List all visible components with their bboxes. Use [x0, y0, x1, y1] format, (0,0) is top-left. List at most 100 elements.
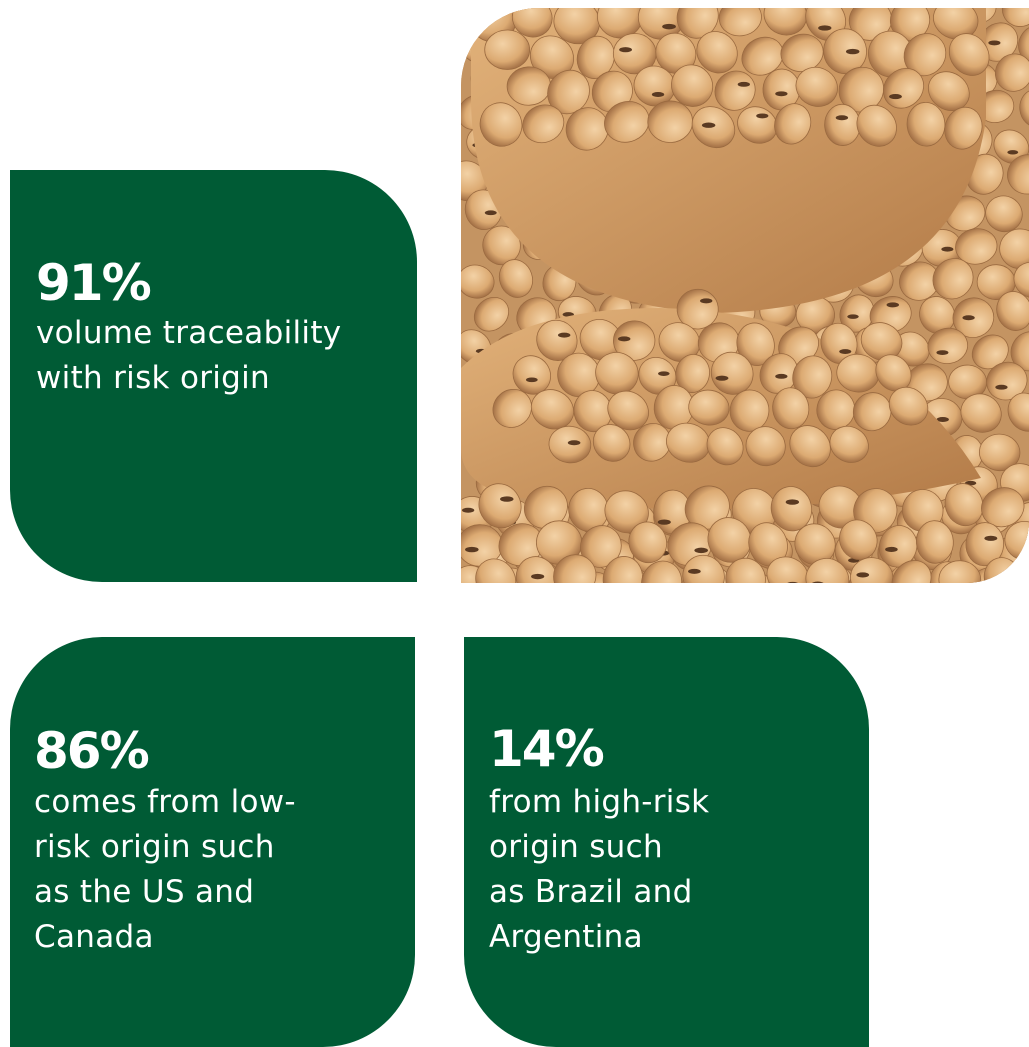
bean-hilum: [619, 47, 632, 53]
bean: [985, 195, 1023, 233]
bean: [965, 522, 1005, 567]
bean: [938, 560, 982, 583]
bean: [860, 322, 903, 361]
description-line: as Brazil and: [489, 874, 693, 910]
bean-hilum: [688, 568, 701, 574]
bean: [706, 427, 744, 466]
stat-value: 14%: [489, 720, 605, 778]
stat-card: 14% from high-risk origin such as Brazil…: [464, 637, 869, 1047]
bean-hilum: [500, 496, 514, 502]
bean-hilum: [889, 94, 902, 100]
bean: [613, 320, 656, 361]
description-line: Argentina: [489, 919, 643, 955]
stat-card: 91% volume traceability with risk origin: [10, 170, 417, 582]
bean: [714, 70, 756, 111]
bean-hilum: [531, 573, 545, 580]
bean-hilum: [818, 25, 832, 31]
bean-layer: [461, 483, 1029, 583]
bean-hilum: [1007, 150, 1019, 155]
stat-description: comes from low- risk origin such as the …: [34, 780, 296, 960]
bean-hilum: [856, 572, 870, 578]
bean: [789, 425, 831, 468]
bean: [710, 351, 754, 395]
bean: [736, 322, 775, 366]
bean-hilum: [845, 48, 860, 55]
bean: [927, 327, 969, 364]
bean: [553, 8, 600, 45]
soybean-photo: [461, 8, 1029, 583]
description-line: origin such: [489, 829, 663, 865]
bean: [565, 107, 609, 151]
description-line: Canada: [34, 919, 154, 955]
bean: [729, 389, 770, 432]
bean: [948, 33, 990, 76]
bean: [944, 483, 984, 527]
bean: [1007, 154, 1029, 195]
bean: [718, 8, 762, 37]
bean: [641, 560, 682, 583]
bean: [852, 392, 892, 432]
bean-hilum: [737, 81, 750, 87]
bean-hilum: [462, 507, 475, 513]
bean: [745, 426, 786, 467]
bean-hilum: [658, 371, 670, 376]
bean: [978, 433, 1021, 472]
stat-card: 86% comes from low- risk origin such as …: [10, 637, 415, 1047]
bean: [592, 424, 631, 462]
bean: [658, 322, 701, 362]
bean-hilum: [700, 298, 713, 304]
bean: [1013, 261, 1029, 299]
bean: [725, 557, 766, 583]
bean: [461, 264, 495, 299]
bean: [878, 525, 918, 568]
stat-description: volume traceability with risk origin: [36, 311, 341, 401]
bean: [604, 101, 650, 143]
bean-hilum: [662, 23, 676, 30]
bean: [498, 259, 534, 298]
bean: [484, 29, 531, 70]
bean-hilum: [775, 91, 788, 97]
photo-illustration: [461, 8, 1029, 583]
bean-hilum: [694, 547, 708, 554]
bean-hilum: [484, 210, 497, 216]
stat-value: 86%: [34, 722, 150, 780]
bean: [478, 483, 522, 529]
bean: [682, 554, 725, 583]
bean: [688, 389, 730, 426]
bean: [996, 291, 1029, 331]
bean-hilum: [701, 122, 716, 128]
bean-hilum: [465, 546, 479, 553]
bean: [915, 520, 954, 564]
bean: [766, 556, 809, 583]
bean: [691, 106, 736, 149]
stat-value: 91%: [36, 254, 152, 312]
bean-hilum: [617, 336, 631, 342]
description-line: as the US and: [34, 874, 255, 910]
bean: [553, 554, 597, 583]
bean: [770, 486, 813, 532]
bean-hilum: [785, 499, 800, 505]
bean-hilum: [936, 417, 949, 422]
bean: [576, 35, 615, 79]
bean: [888, 386, 929, 426]
bean: [891, 560, 932, 583]
bean: [795, 66, 838, 107]
bean: [628, 521, 668, 564]
bean: [994, 53, 1029, 92]
bean: [932, 258, 974, 300]
bean-hilum: [995, 384, 1008, 390]
bean: [944, 106, 983, 150]
bean-hilum: [715, 375, 729, 381]
bean: [595, 352, 639, 395]
bean: [955, 228, 998, 265]
bean-hilum: [839, 349, 852, 354]
bean: [633, 65, 676, 107]
bean-hilum: [984, 535, 998, 541]
bean: [927, 71, 970, 111]
bean: [479, 102, 523, 147]
bean-hilum: [886, 302, 900, 308]
bean: [676, 8, 719, 39]
bean-hilum: [885, 546, 898, 552]
bean: [473, 296, 510, 332]
